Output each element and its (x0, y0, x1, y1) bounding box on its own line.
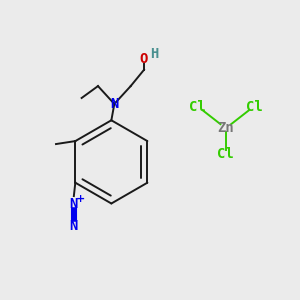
Text: Cl: Cl (189, 100, 206, 114)
Text: N: N (70, 196, 78, 211)
Text: Cl: Cl (218, 148, 234, 161)
Text: N: N (110, 97, 118, 111)
Text: H: H (150, 47, 159, 61)
Text: N: N (70, 219, 78, 233)
Text: O: O (140, 52, 148, 66)
Text: Zn: Zn (218, 121, 234, 135)
Text: +: + (76, 194, 85, 204)
Text: Cl: Cl (246, 100, 262, 114)
